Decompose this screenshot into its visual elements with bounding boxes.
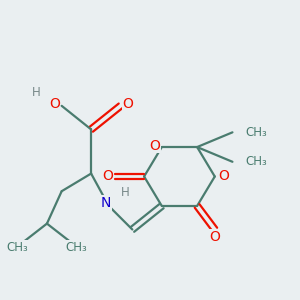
Text: CH₃: CH₃ <box>7 241 28 254</box>
Text: O: O <box>102 169 113 184</box>
Text: CH₃: CH₃ <box>246 126 267 139</box>
Text: O: O <box>209 230 220 244</box>
Text: CH₃: CH₃ <box>246 155 267 168</box>
Text: CH₃: CH₃ <box>65 241 87 254</box>
Text: O: O <box>122 98 134 111</box>
Text: O: O <box>218 169 229 184</box>
Text: N: N <box>100 196 111 210</box>
Text: H: H <box>32 86 41 99</box>
Text: O: O <box>149 139 160 153</box>
Text: H: H <box>121 186 129 199</box>
Text: O: O <box>49 98 60 111</box>
